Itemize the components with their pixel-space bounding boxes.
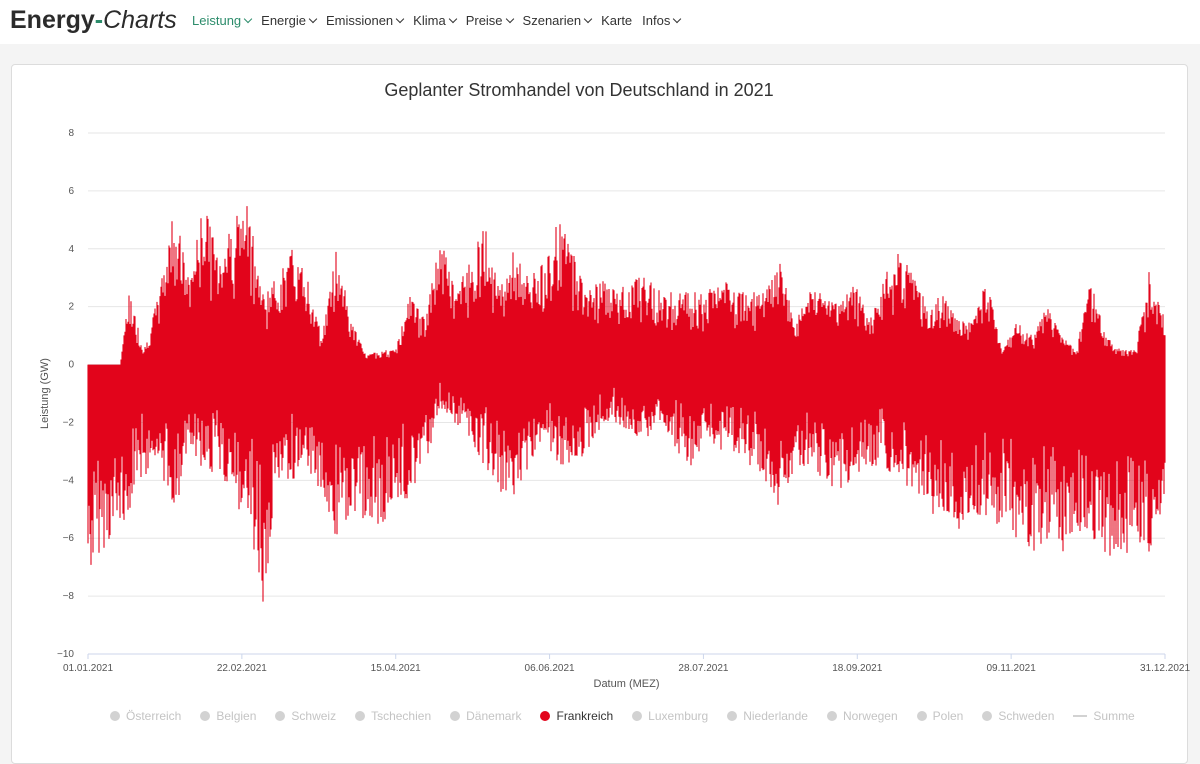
legend-dot-symbol	[982, 711, 993, 721]
nav-item-klima[interactable]: Klima	[413, 13, 457, 28]
y-tick-label: 4	[68, 244, 74, 255]
legend-item[interactable]: Österreich	[110, 709, 181, 723]
legend-item[interactable]: Summe	[1073, 709, 1135, 723]
legend-item-label: Belgien	[216, 709, 257, 723]
legend-item-label: Luxemburg	[648, 709, 709, 723]
y-tick-label: 0	[68, 360, 74, 371]
legend-dot-symbol	[110, 711, 120, 721]
legend-item[interactable]: Tschechien	[355, 709, 431, 723]
nav-item-infos[interactable]: Infos	[642, 13, 682, 28]
nav-item-label: Emissionen	[325, 13, 394, 28]
chart-title: Geplanter Stromhandel von Deutschland in…	[384, 80, 774, 100]
nav-item-energie[interactable]: Energie	[261, 13, 318, 28]
legend-dot-symbol	[826, 711, 837, 721]
legend-item[interactable]: Norwegen	[826, 709, 898, 723]
brand-text-energy: Energy	[10, 6, 95, 34]
nav-item-karte[interactable]: Karte	[601, 13, 632, 28]
brand-text-charts: Charts	[103, 6, 177, 34]
brand-text-dash: -	[94, 6, 104, 34]
chart-plot[interactable]: 8 6 4 2 0 −2 −4 −6 −8 −10 01.01.2021 22.02.2021 15.0…	[0, 0, 1200, 700]
x-tick-label: 06.06.2021	[525, 663, 575, 674]
y-tick-label: 8	[68, 128, 74, 139]
nav-item-label: Klima	[413, 13, 446, 28]
legend-item-label: Dänemark	[466, 709, 522, 723]
x-tick-label: 28.07.2021	[678, 663, 728, 674]
legend-dot-symbol	[200, 711, 211, 721]
legend-item[interactable]: Frankreich	[540, 709, 613, 723]
legend-dot-symbol	[450, 711, 461, 721]
chart-legend: Österreich Belgien Schweiz Tschechien Dänema…	[110, 709, 1154, 723]
y-tick-label: −10	[57, 649, 74, 660]
legend-item[interactable]: Polen	[916, 709, 964, 723]
legend-dot-symbol	[355, 711, 366, 721]
y-tick-label: −8	[63, 591, 75, 602]
x-tick-label: 18.09.2021	[832, 663, 882, 674]
top-navbar: Energy-Charts Leistung Energie Emissionen K…	[0, 0, 1200, 44]
nav-item-label: Infos	[642, 13, 671, 28]
y-tick-label: −2	[63, 417, 75, 428]
nav-item-preise[interactable]: Preise	[465, 13, 514, 28]
legend-item-label: Norwegen	[842, 709, 898, 723]
legend-item[interactable]: Dänemark	[450, 709, 521, 723]
legend-item-label: Summe	[1093, 709, 1135, 723]
legend-dot-symbol	[727, 711, 738, 721]
legend-item-label: Frankreich	[556, 709, 614, 723]
legend-item[interactable]: Belgien	[200, 709, 256, 723]
nav-item-szenarien[interactable]: Szenarien	[522, 13, 593, 28]
legend-dot-symbol	[632, 711, 643, 721]
y-tick-label: −6	[63, 533, 75, 544]
legend-item[interactable]: Luxemburg	[632, 709, 708, 723]
y-axis-title: Leistung (GW)	[39, 358, 51, 429]
x-tick-label: 22.02.2021	[217, 663, 267, 674]
legend-dot-symbol	[916, 711, 927, 721]
x-tick-label: 09.11.2021	[986, 663, 1036, 674]
y-tick-label: −4	[63, 475, 75, 486]
x-axis-title: Datum (MEZ)	[594, 678, 660, 690]
series-frankreich-area	[87, 206, 1166, 602]
legend-item-label: Schweden	[998, 709, 1055, 723]
nav-item-leistung[interactable]: Leistung	[192, 13, 253, 28]
y-tick-label: 6	[68, 186, 74, 197]
legend-item-label: Niederlande	[743, 709, 808, 723]
legend-line-symbol	[1073, 715, 1088, 717]
x-tick-label: 31.12.2021	[1140, 663, 1190, 674]
nav-item-label: Leistung	[192, 13, 242, 28]
y-tick-label: 2	[68, 302, 74, 313]
legend-item[interactable]: Schweden	[982, 709, 1054, 723]
legend-dot-symbol	[540, 711, 551, 721]
legend-item[interactable]: Schweiz	[275, 709, 336, 723]
nav-item-label: Preise	[465, 13, 503, 28]
brand-logo[interactable]: Energy-Charts	[10, 6, 177, 35]
main-menu: Leistung Energie Emissionen Klima Preise Szen…	[192, 13, 690, 28]
nav-item-label: Energie	[261, 13, 306, 28]
nav-item-label: Karte	[601, 13, 633, 28]
legend-dot-symbol	[275, 711, 286, 721]
x-tick-label: 01.01.2021	[63, 663, 113, 674]
legend-item[interactable]: Niederlande	[727, 709, 808, 723]
nav-item-emissionen[interactable]: Emissionen	[325, 13, 405, 28]
legend-item-label: Polen	[932, 709, 964, 723]
x-tick-label: 15.04.2021	[371, 663, 421, 674]
legend-item-label: Schweiz	[291, 709, 337, 723]
nav-item-label: Szenarien	[522, 13, 582, 28]
legend-item-label: Tschechien	[371, 709, 432, 723]
legend-item-label: Österreich	[126, 709, 182, 723]
